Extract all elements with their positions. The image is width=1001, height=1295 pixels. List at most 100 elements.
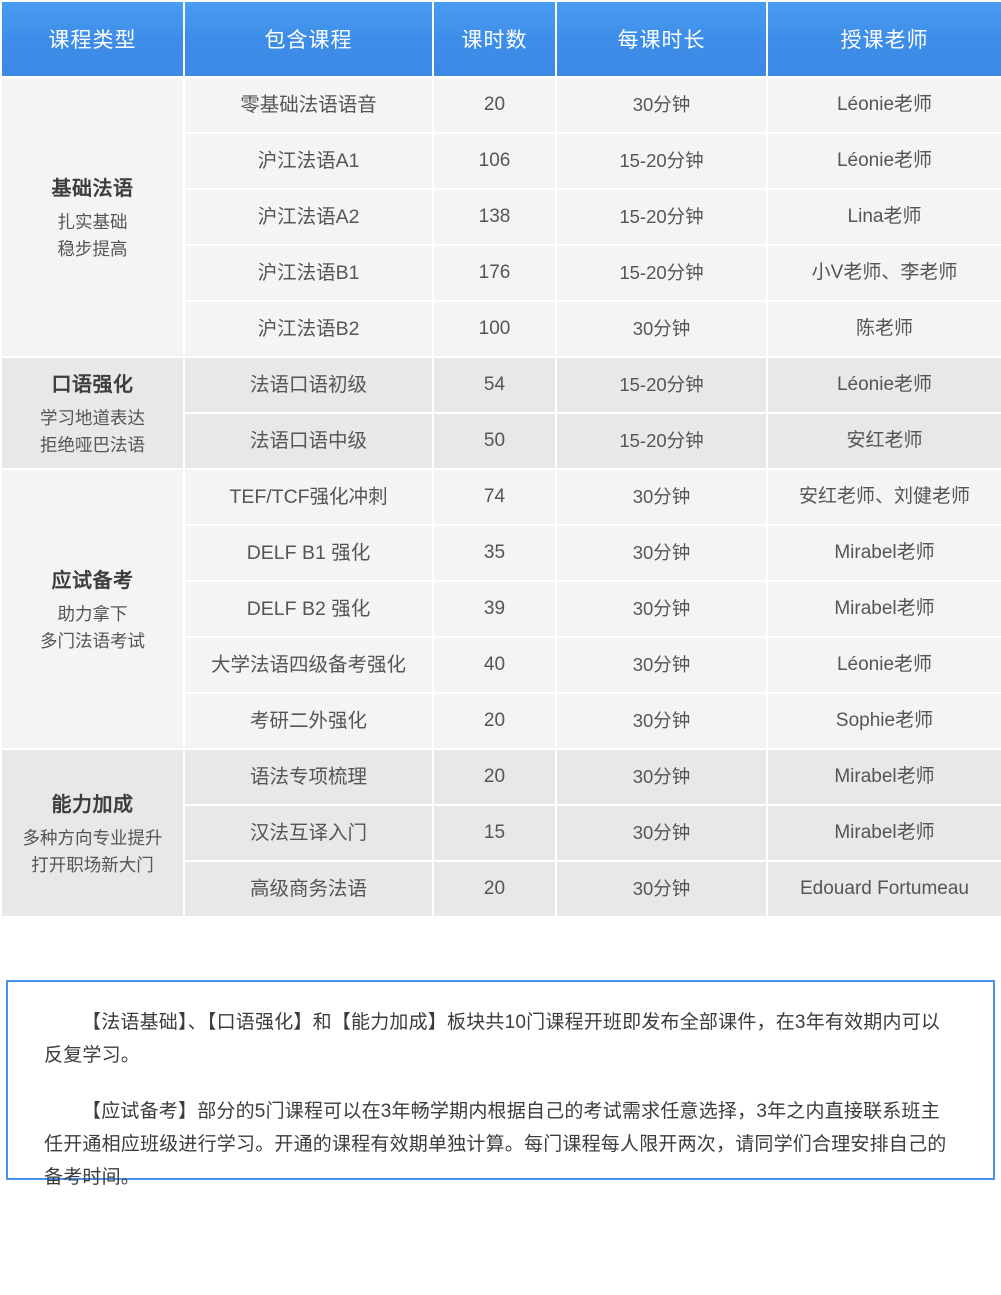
teacher-cell: Mirabel老师 <box>768 806 1001 860</box>
category-subtitle-line: 学习地道表达 <box>40 408 145 429</box>
table-row: 能力加成 多种方向专业提升 打开职场新大门 语法专项梳理 20 30分钟 Mirabel老师 <box>2 750 1001 916</box>
lesson-count-cell: 20 <box>434 862 555 916</box>
course-name-cell: 沪江法语A2 <box>185 190 432 244</box>
note-box: 【法语基础】、【口语强化】和【能力加成】板块共10门课程开班即发布全部课件，在3… <box>6 980 995 1188</box>
category-cell: 应试备考助力拿下多门法语考试 <box>2 470 183 748</box>
table-row: 沪江法语A2 138 15-20分钟 Lina老师 <box>2 190 1001 244</box>
lesson-duration-cell: 30分钟 <box>557 638 766 692</box>
lesson-duration-cell: 30分钟 <box>557 302 766 356</box>
table-row: 法语口语中级 50 15-20分钟 安红老师 <box>2 414 1001 468</box>
table-row: 沪江法语B1 176 15-20分钟 小V老师、李老师 <box>2 246 1001 300</box>
course-name-cell: 沪江法语B2 <box>185 302 432 356</box>
teacher-cell: Edouard Fortumeau <box>768 862 1001 916</box>
teacher-cell: 安红老师 <box>768 414 1001 468</box>
table-row: DELF B1 强化 35 30分钟 Mirabel老师 <box>2 526 1001 580</box>
course-name-cell: 汉法互译入门 <box>185 806 432 860</box>
lesson-duration-cell: 15-20分钟 <box>557 358 766 412</box>
column-header-teacher: 授课老师 <box>768 2 1001 76</box>
category-title: 口语强化 <box>51 374 134 397</box>
table-header: 课程类型 包含课程 课时数 每课时长 授课老师 <box>2 2 1001 76</box>
lesson-count-cell: 20 <box>434 78 555 132</box>
table-row: 考研二外强化 20 30分钟 Sophie老师 <box>2 694 1001 748</box>
column-header-lesson-duration: 每课时长 <box>557 2 766 76</box>
course-name-cell: 大学法语四级备考强化 <box>185 638 432 692</box>
lesson-duration-cell: 15-20分钟 <box>557 246 766 300</box>
course-name-cell: 语法专项梳理 <box>185 750 432 804</box>
category-cell: 口语强化学习地道表达 拒绝哑巴法语 <box>2 358 183 468</box>
course-name-cell: 沪江法语B1 <box>185 246 432 300</box>
course-table: 课程类型 包含课程 课时数 每课时长 授课老师 基础法语 扎实基础 稳步提高 零基础法语语音 2… <box>2 2 1001 916</box>
table-row: 沪江法语B2 100 30分钟 陈老师 <box>2 302 1001 356</box>
table-row: 沪江法语A1 106 15-20分钟 Léonie老师 <box>2 134 1001 188</box>
teacher-cell: Léonie老师 <box>768 358 1001 412</box>
teacher-cell: 安红老师、刘健老师 <box>768 470 1001 524</box>
table-row: 高级商务法语 20 30分钟 Edouard Fortumeau <box>2 862 1001 916</box>
column-header-course-type: 课程类型 <box>2 2 183 76</box>
note-paragraph: 【应试备考】部分的5门课程可以在3年畅学期内根据自己的考试需求任意选择，3年之内… <box>44 1100 947 1189</box>
lesson-duration-cell: 30分钟 <box>557 750 766 804</box>
table-row: 基础法语 扎实基础 稳步提高 零基础法语语音 20 30分钟 Léonie老师 <box>2 78 1001 356</box>
lesson-duration-cell: 15-20分钟 <box>557 414 766 468</box>
category-title: 能力加成 <box>51 794 134 817</box>
course-name-cell: 法语口语初级 <box>185 358 432 412</box>
table-body: 基础法语 扎实基础 稳步提高 零基础法语语音 20 30分钟 Léonie老师 沪江法语A1 1… <box>2 78 1001 916</box>
lesson-count-cell: 50 <box>434 414 555 468</box>
teacher-cell: Lina老师 <box>768 190 1001 244</box>
table-row: 大学法语四级备考强化 40 30分钟 Léonie老师 <box>2 638 1001 692</box>
category-subtitle-line: 助力拿下 <box>57 604 128 625</box>
teacher-cell: Sophie老师 <box>768 694 1001 748</box>
column-header-included-courses: 包含课程 <box>185 2 432 76</box>
teacher-cell: 小V老师、李老师 <box>768 246 1001 300</box>
category-subtitle-line: 稳步提高 <box>57 238 128 259</box>
category-subtitle-line: 多门法语考试 <box>40 630 145 651</box>
lesson-count-cell: 106 <box>434 134 555 188</box>
course-name-cell: DELF B1 强化 <box>185 526 432 580</box>
lesson-duration-cell: 30分钟 <box>557 526 766 580</box>
lesson-duration-cell: 30分钟 <box>557 862 766 916</box>
lesson-duration-cell: 30分钟 <box>557 78 766 132</box>
lesson-count-cell: 40 <box>434 638 555 692</box>
lesson-duration-cell: 15-20分钟 <box>557 134 766 188</box>
category-subtitle-line: 拒绝哑巴法语 <box>40 434 145 455</box>
lesson-duration-cell: 30分钟 <box>557 806 766 860</box>
column-header-lesson-count: 课时数 <box>434 2 555 76</box>
lesson-count-cell: 54 <box>434 358 555 412</box>
lesson-duration-cell: 30分钟 <box>557 470 766 524</box>
lesson-count-cell: 20 <box>434 694 555 748</box>
lesson-duration-cell: 15-20分钟 <box>557 190 766 244</box>
category-subtitle-line: 打开职场新大门 <box>31 854 154 875</box>
category-subtitle-line: 多种方向专业提升 <box>22 828 163 849</box>
teacher-cell: 陈老师 <box>768 302 1001 356</box>
teacher-cell: Léonie老师 <box>768 78 1001 132</box>
category-cell: 能力加成多种方向专业提升 打开职场新大门 <box>2 750 183 916</box>
lesson-count-cell: 100 <box>434 302 555 356</box>
lesson-duration-cell: 30分钟 <box>557 582 766 636</box>
teacher-cell: Léonie老师 <box>768 134 1001 188</box>
lesson-count-cell: 138 <box>434 190 555 244</box>
teacher-cell: Mirabel老师 <box>768 750 1001 804</box>
teacher-cell: Mirabel老师 <box>768 526 1001 580</box>
lesson-count-cell: 15 <box>434 806 555 860</box>
table-header-row: 课程类型 包含课程 课时数 每课时长 授课老师 <box>2 2 1001 76</box>
table-row: DELF B2 强化 39 30分钟 Mirabel老师 <box>2 582 1001 636</box>
lesson-duration-cell: 30分钟 <box>557 694 766 748</box>
course-name-cell: 零基础法语语音 <box>185 78 432 132</box>
note-paragraph: 【法语基础】、【口语强化】和【能力加成】板块共10门课程开班即发布全部课件，在3… <box>44 1012 941 1067</box>
lesson-count-cell: 20 <box>434 750 555 804</box>
lesson-count-cell: 39 <box>434 582 555 636</box>
teacher-cell: Léonie老师 <box>768 638 1001 692</box>
table-row: 汉法互译入门 15 30分钟 Mirabel老师 <box>2 806 1001 860</box>
course-name-cell: 高级商务法语 <box>185 862 432 916</box>
category-title: 基础法语 <box>51 178 134 201</box>
course-name-cell: 考研二外强化 <box>185 694 432 748</box>
course-name-cell: DELF B2 强化 <box>185 582 432 636</box>
lesson-count-cell: 74 <box>434 470 555 524</box>
category-title: 应试备考 <box>51 570 134 593</box>
teacher-cell: Mirabel老师 <box>768 582 1001 636</box>
course-name-cell: 法语口语中级 <box>185 414 432 468</box>
lesson-count-cell: 35 <box>434 526 555 580</box>
category-cell: 基础法语 扎实基础 稳步提高 <box>2 78 183 356</box>
course-name-cell: 沪江法语A1 <box>185 134 432 188</box>
table-row: 口语强化 学习地道表达 拒绝哑巴法语 法语口语初级 54 15-20分钟 Léonie老师 <box>2 358 1001 468</box>
